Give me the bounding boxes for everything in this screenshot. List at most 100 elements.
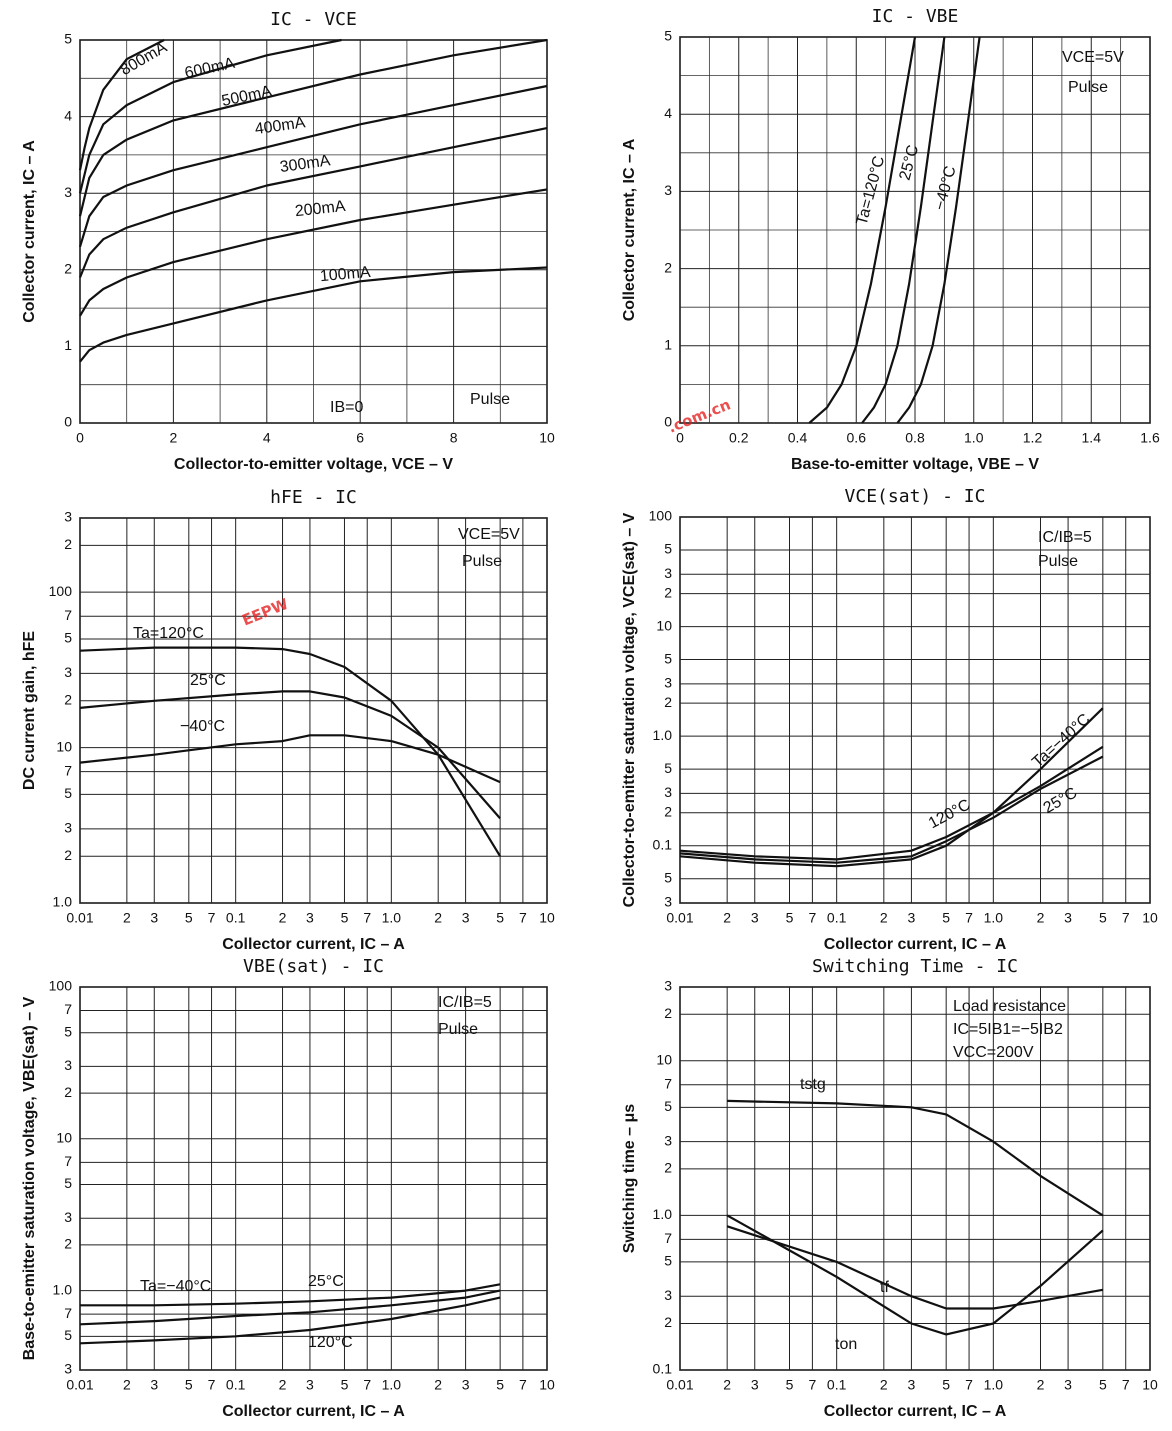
- y-tick-label: 2: [664, 1160, 672, 1176]
- x-tick-label: 0.1: [226, 910, 246, 926]
- y-tick-label: 7: [64, 762, 72, 778]
- curve: [808, 36, 917, 424]
- x-tick-label: 2: [723, 910, 731, 926]
- y-tick-label: 100: [49, 978, 73, 994]
- x-tick-label: 2: [434, 910, 442, 926]
- annotation: IC/IB=5: [1038, 529, 1092, 546]
- curve: [80, 1283, 501, 1307]
- x-tick-label: 3: [1064, 1377, 1072, 1393]
- x-tick-label: 0.4: [788, 430, 808, 446]
- y-tick-label: 2: [664, 694, 672, 710]
- series-label: ton: [835, 1336, 857, 1353]
- curve: [78, 127, 548, 278]
- y-tick-label: 2: [664, 584, 672, 600]
- annotation: Pulse: [470, 391, 510, 408]
- x-tick-label: 0: [76, 430, 84, 446]
- curve: [78, 84, 548, 248]
- x-tick-label: 3: [306, 910, 314, 926]
- curve: [79, 690, 501, 820]
- x-tick-label: 1.0: [984, 1377, 1004, 1393]
- x-tick-label: 10: [1142, 910, 1158, 926]
- y-tick-label: 2: [664, 1005, 672, 1021]
- curve: [679, 707, 1104, 868]
- x-tick-label: 3: [306, 1377, 314, 1393]
- x-tick-label: 3: [751, 910, 759, 926]
- curve: [79, 188, 548, 317]
- x-tick-label: 2: [123, 910, 131, 926]
- chart-title: Switching Time - IC: [812, 956, 1018, 977]
- x-tick-label: 2: [279, 1377, 287, 1393]
- series-label: Ta=−40°C: [1029, 711, 1093, 771]
- plot-frame: [679, 986, 1151, 1371]
- x-tick-label: 10: [1142, 1377, 1158, 1393]
- series-label: 25°C: [190, 672, 226, 689]
- x-tick-label: 5: [786, 1377, 794, 1393]
- x-tick-label: 10: [539, 1377, 555, 1393]
- annotation: VCE=5V: [1062, 49, 1124, 66]
- series-label: Ta=120°C: [133, 625, 204, 642]
- y-tick-label: 3: [64, 1361, 72, 1377]
- annotation: IC/IB=5: [438, 994, 492, 1011]
- x-tick-label: 2: [1037, 910, 1045, 926]
- y-tick-label: 5: [664, 1253, 672, 1269]
- x-tick-label: 3: [462, 1377, 470, 1393]
- x-tick-label: 2: [723, 1377, 731, 1393]
- y-tick-label: 7: [64, 607, 72, 623]
- y-tick-label: 7: [64, 1153, 72, 1169]
- series-label: 500mA: [220, 83, 273, 110]
- x-tick-label: 3: [150, 1377, 158, 1393]
- annotation: VCC=200V: [953, 1044, 1034, 1061]
- curve: [727, 1099, 1104, 1217]
- x-tick-label: 5: [942, 1377, 950, 1393]
- x-tick-label: 7: [208, 1377, 216, 1393]
- curve: [79, 1289, 501, 1326]
- x-tick-label: 3: [1064, 910, 1072, 926]
- y-tick-label: 5: [664, 869, 672, 885]
- x-tick-label: 0.01: [66, 1377, 93, 1393]
- y-tick-label: 3: [64, 820, 72, 836]
- x-tick-label: 0.1: [226, 1377, 246, 1393]
- x-tick-label: 7: [208, 910, 216, 926]
- y-tick-label: 5: [664, 760, 672, 776]
- plot-frame: [79, 517, 548, 904]
- y-tick-label: 5: [664, 650, 672, 666]
- x-tick-label: 2: [279, 910, 287, 926]
- y-tick-label: 5: [64, 785, 72, 801]
- x-tick-label: 10: [539, 910, 555, 926]
- y-tick-label: 3: [64, 1057, 72, 1073]
- y-tick-label: 5: [64, 630, 72, 646]
- curve: [79, 734, 501, 784]
- series-label: 800mA: [118, 39, 171, 79]
- x-tick-label: 7: [519, 910, 527, 926]
- y-tick-label: 10: [56, 1130, 72, 1146]
- y-tick-label: 2: [664, 803, 672, 819]
- y-tick-label: 4: [64, 107, 72, 123]
- x-axis-label: Collector-to-emitter voltage, VCE – V: [174, 456, 453, 473]
- x-tick-label: 1.2: [1023, 430, 1043, 446]
- chart-title: IC - VCE: [270, 9, 357, 30]
- series-label: 300mA: [279, 152, 332, 176]
- y-tick-label: 3: [664, 784, 672, 800]
- chart-title: IC - VBE: [872, 6, 959, 27]
- y-tick-label: 5: [664, 1098, 672, 1114]
- y-tick-label: 3: [64, 664, 72, 680]
- x-tick-label: 3: [908, 1377, 916, 1393]
- series-label: 400mA: [254, 114, 307, 138]
- series-label: tf: [880, 1279, 889, 1296]
- series-label: 25°C: [308, 1273, 344, 1290]
- y-tick-label: 2: [64, 691, 72, 707]
- y-tick-label: 3: [64, 184, 72, 200]
- plot-frame: [679, 516, 1151, 904]
- annotation: Pulse: [438, 1021, 478, 1038]
- x-tick-label: 5: [185, 910, 193, 926]
- y-tick-label: 2: [64, 847, 72, 863]
- series-label: Ta=−40°C: [140, 1278, 211, 1295]
- y-tick-label: 1.0: [653, 727, 673, 743]
- chart-title: VCE(sat) - IC: [845, 486, 986, 507]
- curve: [79, 646, 502, 857]
- y-axis-label: Base-to-emitter saturation voltage, VBE(…: [21, 996, 38, 1360]
- y-tick-label: 2: [64, 1236, 72, 1252]
- y-tick-label: 3: [664, 1287, 672, 1303]
- y-tick-label: 1.0: [653, 1206, 673, 1222]
- x-tick-label: 0.01: [666, 1377, 693, 1393]
